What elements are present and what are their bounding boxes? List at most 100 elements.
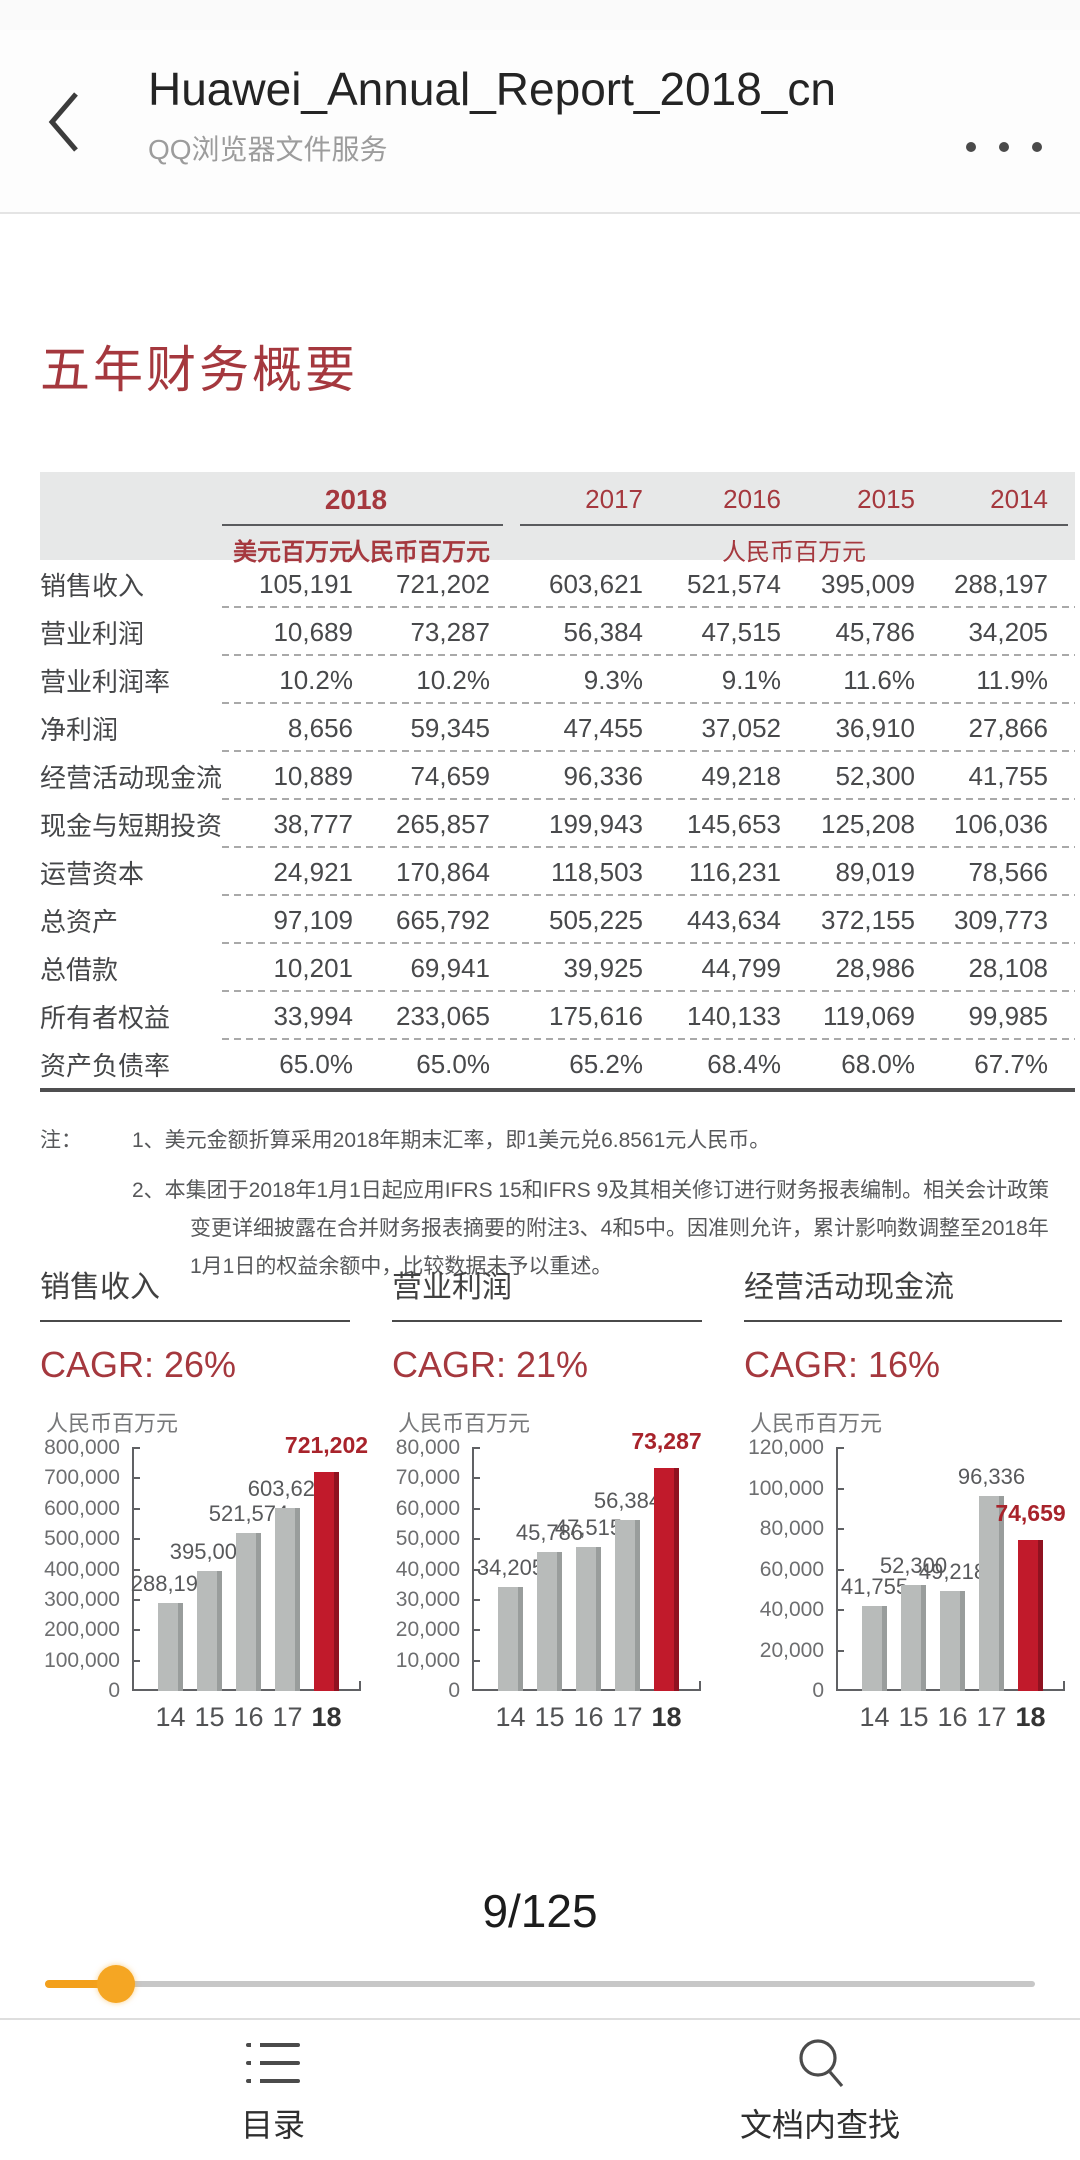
y-tick-mark — [132, 1629, 140, 1632]
chart-cagr-label: CAGR: 16% — [744, 1344, 941, 1385]
table-cell-value: 118,503 — [550, 856, 643, 887]
table-cell-value: 721,202 — [396, 568, 490, 599]
toc-list-icon — [246, 2034, 300, 2092]
x-tick-label: 16 — [573, 1702, 604, 1732]
y-tick-label: 80,000 — [759, 1517, 824, 1540]
table-row: 净利润 8,656 59,345 47,455 37,052 36,910 27,866 — [40, 704, 1075, 752]
table-cell-value: 9.3% — [583, 664, 643, 695]
y-tick-label: 80,000 — [395, 1436, 460, 1459]
y-tick-label: 0 — [812, 1679, 824, 1702]
x-tick-label: 17 — [976, 1702, 1007, 1732]
table-cell-value: 288,197 — [954, 568, 1048, 599]
document-title: Huawei_Annual_Report_2018_cn — [148, 63, 836, 115]
footer-divider — [0, 2018, 1080, 2020]
table-cell-value: 9.1% — [721, 664, 781, 695]
table-cell-value: 97,109 — [273, 904, 353, 935]
y-tick-label: 40,000 — [759, 1598, 824, 1621]
back-button[interactable] — [38, 82, 94, 162]
table-row: 经营活动现金流 10,889 74,659 96,336 49,218 52,300 41,… — [40, 752, 1075, 800]
status-bar — [0, 0, 1080, 30]
slider-thumb[interactable] — [97, 1965, 136, 2003]
y-tick-label: 60,000 — [395, 1496, 460, 1520]
header-rule-2018 — [222, 524, 503, 526]
year-header-2017: 2017 — [585, 484, 643, 514]
table-row: 资产负债率 65.0% 65.0% 65.2% 68.4% 68.0% 67.7% — [40, 1040, 1075, 1088]
table-cell-value: 67.7% — [974, 1048, 1048, 1079]
nav-item-toc[interactable]: 目录 — [143, 2034, 403, 2146]
y-tick-mark — [472, 1598, 480, 1601]
table-row: 现金与短期投资 38,777 265,857 199,943 145,653 125,20… — [40, 800, 1075, 848]
bar-value-label: 721,202 — [284, 1431, 369, 1458]
y-tick-label: 30,000 — [395, 1587, 460, 1611]
table-cell-value: 78,566 — [968, 856, 1048, 887]
table-cell-value: 372,155 — [821, 904, 915, 935]
charts-section: 销售收入 CAGR: 26% 人民币百万元 800,000 700,000 600,… — [0, 1262, 1080, 1732]
bar-2014 — [158, 1603, 183, 1691]
y-tick-label: 120,000 — [748, 1436, 824, 1459]
chart-unit-label: 人民币百万元 — [750, 1411, 883, 1436]
table-cell-value: 41,755 — [968, 760, 1048, 791]
table-cell-value: 170,864 — [396, 856, 490, 887]
chart-operating-profit: 营业利润 CAGR: 21% 人民币百万元 80,000 70,000 60,000… — [392, 1262, 702, 1748]
table-cell-value: 145,653 — [687, 808, 781, 839]
table-cell-value: 89,019 — [835, 856, 915, 887]
row-label: 总资产 — [40, 906, 119, 937]
table-row: 总借款 10,201 69,941 39,925 44,799 28,986 28,108 — [40, 944, 1075, 992]
bar-value-label: 49,218 — [918, 1559, 987, 1585]
bar-2016 — [940, 1591, 965, 1691]
bar-2015 — [197, 1571, 222, 1691]
y-tick-mark — [472, 1538, 480, 1541]
table-row: 销售收入 105,191 721,202 603,621 521,574 395,009 2… — [40, 560, 1075, 608]
year-header-2014: 2014 — [990, 484, 1048, 514]
bar-2015 — [537, 1551, 562, 1691]
table-cell-value: 49,218 — [701, 760, 781, 791]
y-tick-mark — [472, 1477, 480, 1480]
bar-value-label: 41,755 — [840, 1574, 909, 1600]
y-tick-label: 60,000 — [759, 1557, 824, 1581]
bar-2015 — [901, 1585, 926, 1691]
bar-value-label: 96,336 — [957, 1463, 1026, 1489]
slider-rail[interactable] — [45, 1981, 1035, 1987]
y-tick-mark — [836, 1487, 844, 1490]
table-cell-value: 99,985 — [968, 1000, 1048, 1031]
row-label: 营业利润率 — [40, 666, 171, 697]
chart-unit-label: 人民币百万元 — [398, 1411, 531, 1436]
chart-title: 经营活动现金流 — [744, 1262, 1062, 1322]
table-cell-value: 65.2% — [569, 1048, 643, 1079]
bar-2018 — [314, 1471, 339, 1691]
y-tick-label: 10,000 — [395, 1648, 460, 1672]
bar-value-label: 56,384 — [593, 1487, 662, 1513]
table-cell-value: 45,786 — [835, 616, 915, 647]
x-tick-label: 14 — [859, 1702, 890, 1732]
table-cell-value: 47,515 — [701, 616, 781, 647]
table-cell-value: 603,621 — [549, 568, 643, 599]
more-dots-icon — [966, 142, 976, 152]
bottom-nav: 目录 文档内查找 — [0, 2020, 1080, 2160]
x-tick-label: 16 — [233, 1702, 264, 1732]
y-tick-mark — [836, 1568, 844, 1571]
nav-item-find-in-document[interactable]: 文档内查找 — [690, 2034, 950, 2146]
table-cell-value: 28,108 — [968, 952, 1048, 983]
table-cell-value: 11.6% — [843, 664, 915, 695]
chart-sales-revenue: 销售收入 CAGR: 26% 人民币百万元 800,000 700,000 600,… — [40, 1262, 368, 1748]
y-tick-label: 600,000 — [44, 1496, 120, 1520]
year-header-2018: 2018 — [324, 484, 388, 515]
nav-label: 文档内查找 — [739, 2107, 900, 2143]
y-tick-label: 20,000 — [395, 1618, 460, 1642]
table-cell-value: 140,133 — [687, 1000, 781, 1031]
table-cell-value: 10.2% — [416, 664, 490, 695]
x-tick-label: 15 — [898, 1702, 929, 1732]
x-tick-label: 16 — [937, 1702, 968, 1732]
y-tick-label: 0 — [108, 1679, 120, 1702]
document-subtitle: QQ浏览器文件服务 — [148, 134, 388, 165]
table-cell-value: 59,345 — [410, 712, 490, 743]
page-slider[interactable] — [0, 1962, 1080, 2006]
y-tick-label: 500,000 — [44, 1527, 120, 1551]
year-header-2016: 2016 — [723, 484, 781, 514]
table-cell-value: 10.2% — [279, 664, 353, 695]
y-tick-mark — [132, 1447, 140, 1449]
chart-cagr-label: CAGR: 21% — [392, 1344, 589, 1385]
bar-value-label: 47,515 — [554, 1514, 623, 1540]
table-cell-value: 96,336 — [563, 760, 643, 791]
more-menu-button[interactable] — [966, 122, 1042, 172]
